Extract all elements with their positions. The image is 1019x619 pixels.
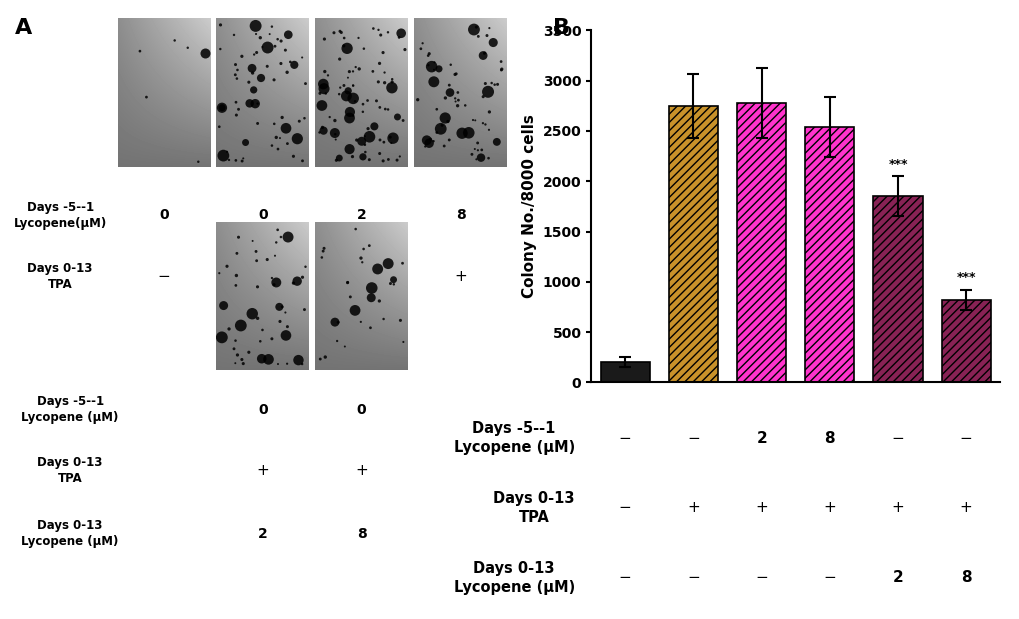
Text: 0: 0 [258,209,267,222]
Text: +: + [256,269,269,284]
Text: 8: 8 [455,209,465,222]
Text: 0: 0 [357,402,366,417]
Text: 0: 0 [159,209,168,222]
Text: +: + [256,463,269,478]
Text: +: + [355,463,368,478]
Text: Days -5--1
Lycopene(μM): Days -5--1 Lycopene(μM) [13,201,107,230]
Text: Days -5--1
Lycopene (μM): Days -5--1 Lycopene (μM) [21,395,118,424]
Text: −: − [157,269,170,284]
Text: +: + [453,269,467,284]
Text: Days 0-13
TPA: Days 0-13 TPA [28,262,93,291]
Text: Days 0-13
TPA: Days 0-13 TPA [38,456,103,485]
Text: 2: 2 [357,209,366,222]
Text: A: A [15,19,33,38]
Text: 2: 2 [258,527,267,541]
Text: B: B [552,19,570,38]
Text: 0: 0 [258,402,267,417]
Text: 8: 8 [357,527,366,541]
Text: Days 0-13
Lycopene (μM): Days 0-13 Lycopene (μM) [21,519,118,548]
Text: +: + [355,269,368,284]
